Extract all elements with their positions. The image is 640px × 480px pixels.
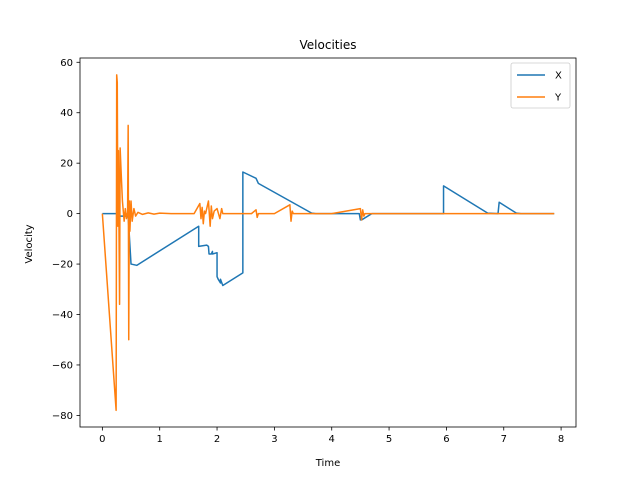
y-tick-label: 0 (67, 209, 73, 220)
series-group (101, 74, 555, 412)
y-tick-label: −20 (52, 260, 73, 271)
x-tick-label: 2 (214, 434, 220, 445)
x-tick-label: 0 (99, 434, 105, 445)
y-tick-label: −80 (52, 411, 73, 422)
x-tick-label: 6 (443, 434, 449, 445)
series-line-y (101, 74, 555, 412)
legend-label-y: Y (554, 93, 562, 104)
y-tick-label: 20 (60, 159, 73, 170)
y-tick-label: −40 (52, 310, 73, 321)
series-line-x (102, 171, 555, 287)
axis-ticks: 0 1 2 3 4 5 6 7 8 −80 −60 −40 −20 0 20 40 60 (52, 58, 564, 445)
x-axis-title: Time (315, 458, 340, 469)
x-tick-label: 7 (501, 434, 507, 445)
x-tick-label: 1 (157, 434, 163, 445)
chart-title: Velocities (300, 38, 357, 52)
x-tick-label: 5 (386, 434, 392, 445)
x-tick-label: 3 (271, 434, 277, 445)
x-tick-label: 4 (329, 434, 335, 445)
y-tick-label: 60 (60, 58, 73, 69)
legend: XY (510, 62, 571, 109)
y-axis-title: Velocity (24, 224, 35, 263)
y-tick-label: 40 (60, 108, 73, 119)
plot-frame (79, 57, 577, 428)
plot-area (79, 57, 577, 428)
legend-label-x: X (555, 71, 562, 82)
x-tick-label: 8 (558, 434, 564, 445)
y-tick-label: −60 (52, 360, 73, 371)
